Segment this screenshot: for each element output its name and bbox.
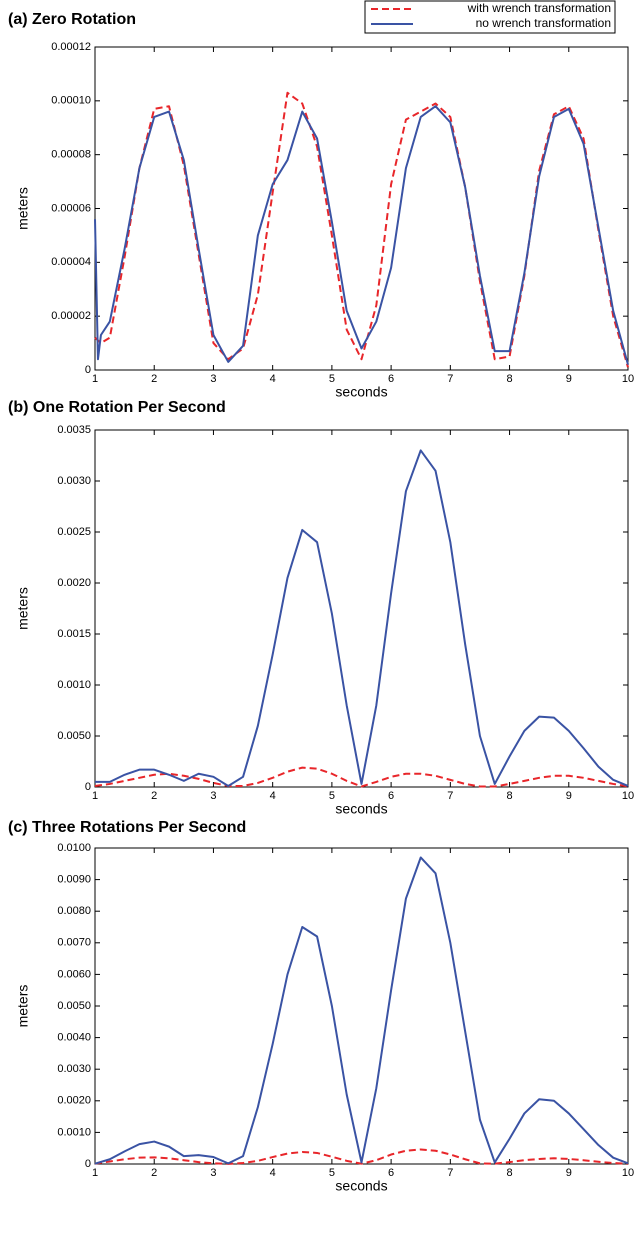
x-tick-label: 6 xyxy=(388,790,394,802)
y-tick-label: 0.0010 xyxy=(57,1126,91,1138)
y-tick-label: 0.00010 xyxy=(51,95,91,107)
y-tick-label: 0.0070 xyxy=(57,937,91,949)
x-tick-label: 2 xyxy=(151,1167,157,1179)
x-tick-label: 3 xyxy=(210,373,216,385)
x-tick-label: 1 xyxy=(92,790,98,802)
y-tick-label: 0.0025 xyxy=(57,526,91,538)
x-tick-label: 8 xyxy=(506,1167,512,1179)
x-tick-label: 5 xyxy=(329,1167,335,1179)
x-tick-label: 3 xyxy=(210,1167,216,1179)
y-axis-label: meters xyxy=(15,985,31,1028)
y-tick-label: 0.0010 xyxy=(57,679,91,691)
data-line xyxy=(94,766,629,788)
x-tick-label: 10 xyxy=(622,1167,634,1179)
legend-box xyxy=(364,0,616,34)
y-tick-label: 0.0100 xyxy=(57,842,91,854)
y-tick-label: 0.00012 xyxy=(51,41,91,53)
data-line xyxy=(94,91,629,368)
legend-label: with wrench transformation xyxy=(467,1,611,15)
y-tick-label: 0.0030 xyxy=(57,1063,91,1075)
chart-title: (c) Three Rotations Per Second xyxy=(8,819,246,836)
chart-title: (b) One Rotation Per Second xyxy=(8,399,226,416)
x-tick-label: 9 xyxy=(566,373,572,385)
x-tick-label: 7 xyxy=(447,1167,453,1179)
x-tick-label: 5 xyxy=(329,790,335,802)
y-tick-label: 0.0050 xyxy=(57,730,91,742)
y-tick-label: 0.00002 xyxy=(51,310,91,322)
x-tick-label: 3 xyxy=(210,790,216,802)
y-tick-label: 0.0015 xyxy=(57,628,91,640)
x-tick-label: 7 xyxy=(447,790,453,802)
x-tick-label: 2 xyxy=(151,790,157,802)
y-tick-label: 0.0035 xyxy=(57,424,91,436)
x-tick-label: 9 xyxy=(566,1167,572,1179)
x-axis-label: seconds xyxy=(335,384,387,400)
y-tick-label: 0.0060 xyxy=(57,968,91,980)
y-tick-label: 0.0020 xyxy=(57,1095,91,1107)
x-tick-label: 1 xyxy=(92,373,98,385)
plot-frame xyxy=(94,46,629,371)
x-tick-label: 5 xyxy=(329,373,335,385)
data-line xyxy=(94,1148,629,1165)
x-axis-label: seconds xyxy=(335,1178,387,1194)
x-tick-label: 6 xyxy=(388,1167,394,1179)
y-tick-label: 0.0090 xyxy=(57,874,91,886)
y-axis-label: meters xyxy=(15,187,31,230)
x-tick-label: 1 xyxy=(92,1167,98,1179)
plot-frame xyxy=(94,847,629,1165)
y-tick-label: 0 xyxy=(85,1158,91,1170)
y-tick-label: 0.00006 xyxy=(51,202,91,214)
x-tick-label: 6 xyxy=(388,373,394,385)
x-tick-label: 4 xyxy=(270,790,276,802)
chart-title: (a) Zero Rotation xyxy=(8,11,136,28)
data-line xyxy=(94,105,629,365)
y-tick-label: 0.00004 xyxy=(51,256,91,268)
x-tick-label: 7 xyxy=(447,373,453,385)
y-tick-label: 0 xyxy=(85,781,91,793)
x-tick-label: 4 xyxy=(270,1167,276,1179)
y-tick-label: 0.0080 xyxy=(57,905,91,917)
y-tick-label: 0.0030 xyxy=(57,475,91,487)
x-tick-label: 8 xyxy=(506,790,512,802)
data-line xyxy=(94,856,629,1165)
legend-label: no wrench transformation xyxy=(476,16,611,30)
x-tick-label: 10 xyxy=(622,790,634,802)
x-tick-label: 2 xyxy=(151,373,157,385)
y-tick-label: 0.0050 xyxy=(57,1000,91,1012)
x-tick-label: 9 xyxy=(566,790,572,802)
x-tick-label: 4 xyxy=(270,373,276,385)
data-line xyxy=(95,449,629,787)
y-axis-label: meters xyxy=(15,587,31,630)
y-tick-label: 0.00008 xyxy=(51,149,91,161)
plot-frame xyxy=(94,429,629,788)
y-tick-label: 0 xyxy=(85,364,91,376)
x-tick-label: 8 xyxy=(506,373,512,385)
y-tick-label: 0.0040 xyxy=(57,1032,91,1044)
x-tick-label: 10 xyxy=(622,373,634,385)
y-tick-label: 0.0020 xyxy=(57,577,91,589)
x-axis-label: seconds xyxy=(335,801,387,817)
